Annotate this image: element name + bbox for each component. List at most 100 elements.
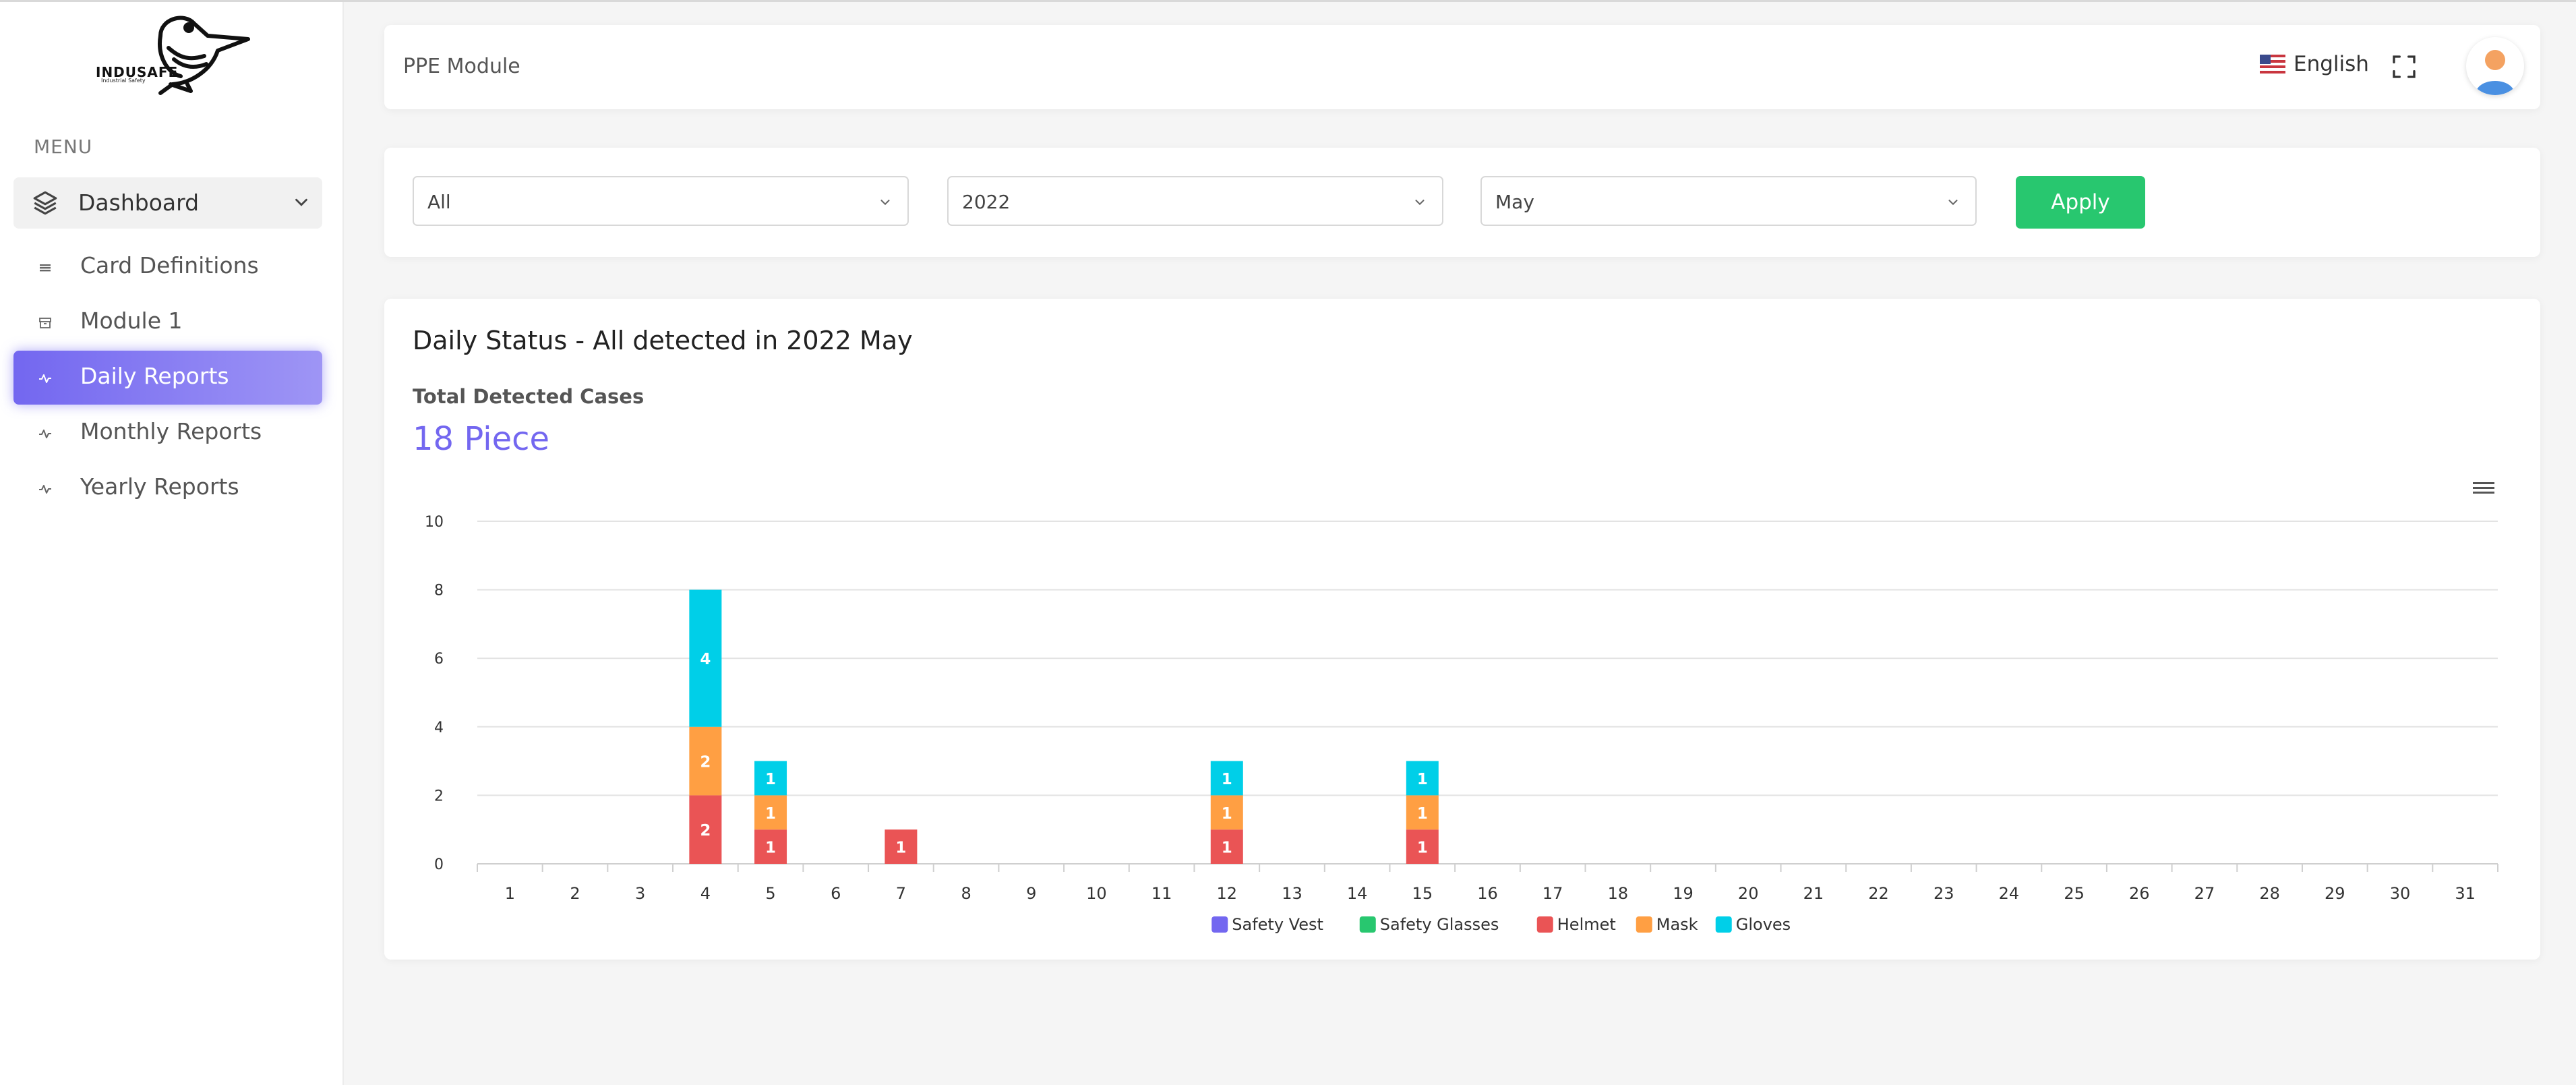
- bar-segment: [1210, 795, 1243, 830]
- x-tick-label: 28: [2259, 884, 2280, 903]
- legend-marker: [1536, 916, 1553, 933]
- x-tick-label: 16: [1477, 884, 1498, 903]
- sidebar-item-label: Dashboard: [78, 189, 200, 216]
- year-select[interactable]: 2022: [947, 176, 1443, 226]
- sidebar-item-label: Daily Reports: [80, 363, 229, 389]
- sidebar-item-card-definitions[interactable]: Card Definitions: [13, 240, 322, 294]
- chart-card: Daily Status - All detected in 2022 May …: [384, 299, 2540, 960]
- x-tick-label: 26: [2129, 884, 2150, 903]
- x-tick-label: 4: [700, 884, 711, 903]
- us-flag-icon[interactable]: [2260, 55, 2285, 74]
- data-label: 1: [1417, 771, 1428, 788]
- sidebar-item-label: Yearly Reports: [80, 473, 239, 500]
- bar-segment: [885, 829, 918, 864]
- x-tick-label: 6: [831, 884, 841, 903]
- data-label: 1: [1417, 840, 1428, 857]
- x-tick-label: 24: [1999, 884, 2020, 903]
- chart-title: Daily Status - All detected in 2022 May: [413, 326, 913, 355]
- legend-marker: [1359, 916, 1376, 933]
- total-label: Total Detected Cases: [413, 385, 645, 408]
- chevron-down-icon: [1948, 200, 1958, 206]
- header-bar: PPE Module English: [384, 25, 2540, 109]
- data-label: 1: [765, 805, 776, 823]
- activity-icon: [39, 485, 51, 494]
- x-tick-label: 1: [505, 884, 515, 903]
- bar-segment: [689, 795, 722, 864]
- x-tick-label: 22: [1868, 884, 1889, 903]
- bar-segment: [1406, 761, 1439, 796]
- x-tick-label: 30: [2390, 884, 2411, 903]
- x-tick-label: 12: [1217, 884, 1238, 903]
- menu-title: MENU: [34, 136, 93, 158]
- type-select-value: All: [427, 191, 451, 213]
- legend-item: Gloves: [1736, 915, 1791, 934]
- bar-segment: [754, 829, 787, 864]
- bar-segment: [1210, 829, 1243, 864]
- legend-marker: [1715, 916, 1732, 933]
- bar-segment: [754, 795, 787, 830]
- x-tick-label: 9: [1026, 884, 1036, 903]
- data-label: 1: [895, 840, 906, 857]
- data-label: 1: [1222, 805, 1232, 823]
- user-icon: [2476, 50, 2515, 95]
- archive-icon: [39, 318, 51, 328]
- y-tick-label: 4: [434, 720, 444, 736]
- bar-segment: [1406, 795, 1439, 830]
- top-border: [0, 0, 2576, 2]
- fullscreen-icon[interactable]: [2391, 53, 2418, 80]
- y-tick-label: 2: [434, 788, 444, 804]
- x-tick-label: 10: [1086, 884, 1107, 903]
- activity-icon: [39, 374, 51, 383]
- chevron-down-icon: [295, 198, 307, 206]
- x-tick-label: 18: [1608, 884, 1629, 903]
- x-tick-label: 17: [1542, 884, 1563, 903]
- legend-marker: [1636, 916, 1652, 933]
- activity-icon: [39, 430, 51, 438]
- data-label: 4: [700, 651, 711, 668]
- bar-segment: [1406, 829, 1439, 864]
- type-select[interactable]: All: [413, 176, 909, 226]
- brand-name: INDUSAFE: [96, 64, 179, 80]
- sidebar-item-label: Module 1: [80, 307, 183, 334]
- sidebar-item-label: Monthly Reports: [80, 418, 262, 444]
- total-value: 18 Piece: [413, 420, 550, 458]
- language-selector[interactable]: English: [2294, 52, 2369, 76]
- sidebar-item-module-1[interactable]: Module 1: [13, 295, 322, 349]
- bar-segment: [689, 726, 722, 796]
- x-tick-label: 21: [1803, 884, 1824, 903]
- chevron-down-icon: [1415, 200, 1425, 206]
- data-label: 2: [700, 822, 711, 840]
- y-tick-label: 10: [425, 514, 444, 531]
- sidebar-item-yearly-reports[interactable]: Yearly Reports: [13, 461, 322, 515]
- x-tick-label: 19: [1673, 884, 1694, 903]
- chevron-down-icon: [880, 200, 890, 206]
- legend-marker: [1211, 916, 1228, 933]
- sidebar-item-monthly-reports[interactable]: Monthly Reports: [13, 406, 322, 460]
- x-tick-label: 27: [2194, 884, 2215, 903]
- month-select[interactable]: May: [1480, 176, 1977, 226]
- sidebar: INDUSAFE Industrial Safety MENU Dashboar…: [0, 2, 344, 1085]
- data-label: 1: [1417, 805, 1428, 823]
- x-tick-label: 14: [1347, 884, 1368, 903]
- list-icon: [40, 264, 51, 272]
- layers-icon: [33, 191, 57, 215]
- x-tick-label: 5: [765, 884, 775, 903]
- sidebar-item-label: Card Definitions: [80, 252, 259, 278]
- bird-logo-icon[interactable]: [93, 9, 255, 95]
- x-tick-label: 15: [1412, 884, 1433, 903]
- data-label: 1: [1222, 840, 1232, 857]
- data-label: 1: [1222, 771, 1232, 788]
- x-tick-label: 23: [1934, 884, 1954, 903]
- apply-button[interactable]: Apply: [2016, 176, 2145, 229]
- sidebar-item-dashboard[interactable]: Dashboard: [13, 177, 322, 229]
- y-tick-label: 8: [434, 583, 444, 599]
- x-tick-label: 11: [1151, 884, 1172, 903]
- x-tick-label: 3: [635, 884, 645, 903]
- data-label: 1: [765, 840, 776, 857]
- sidebar-item-daily-reports[interactable]: Daily Reports: [13, 351, 322, 405]
- avatar[interactable]: [2466, 37, 2524, 95]
- x-tick-label: 7: [896, 884, 906, 903]
- hamburger-menu-icon[interactable]: [2472, 478, 2496, 498]
- bar-segment: [754, 761, 787, 796]
